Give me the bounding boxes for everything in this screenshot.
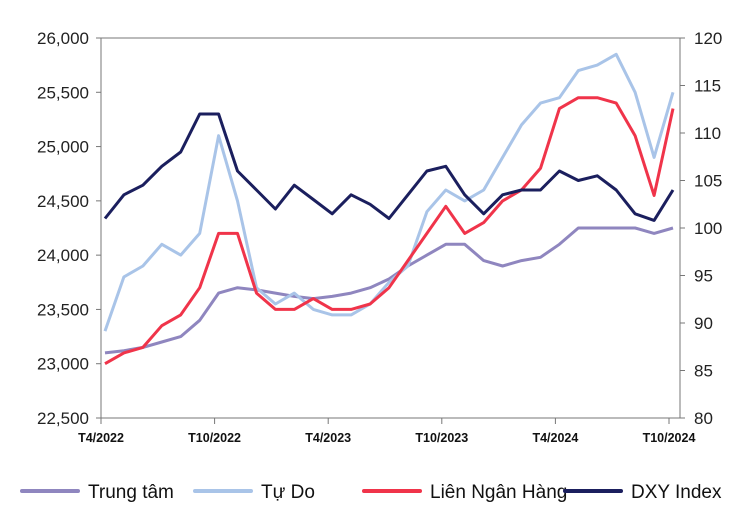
y-left-tick-label: 23,500 — [37, 300, 89, 319]
y-right-tick-label: 110 — [694, 124, 721, 143]
y-right-tick-label: 90 — [694, 314, 713, 333]
series-line-dxy-index — [103, 112, 675, 222]
y-right-tick-label: 95 — [694, 267, 713, 286]
series-line-liên-ngân-hàng — [104, 96, 675, 366]
y-left-tick-label: 24,500 — [37, 192, 89, 211]
y-right-tick-label: 100 — [694, 219, 722, 238]
x-tick-label: T10/2022 — [188, 431, 241, 445]
legend: Trung tâm Tự Do Liên Ngân Hàng DXY Index — [20, 482, 722, 503]
y-left-tick-label: 23,000 — [37, 355, 89, 374]
y-right-tick-label: 85 — [694, 362, 713, 381]
series-line-tự-do — [103, 52, 675, 332]
legend-label: Tự Do — [261, 482, 315, 503]
y-left-tick-label: 26,000 — [37, 29, 89, 48]
x-tick-label: T10/2024 — [643, 431, 696, 445]
y-right-tick-label: 80 — [694, 409, 713, 428]
y-left-tick-label: 24,000 — [37, 246, 89, 265]
x-tick-label: T4/2023 — [305, 431, 351, 445]
y-left-tick-label: 25,000 — [37, 138, 89, 157]
legend-label: DXY Index — [631, 482, 722, 503]
y-left-tick-label: 22,500 — [37, 409, 89, 428]
x-tick-label: T4/2024 — [532, 431, 578, 445]
y-right-tick-label: 120 — [694, 29, 722, 48]
legend-label: Trung tâm — [88, 482, 174, 503]
y-left-tick-label: 25,500 — [37, 83, 89, 102]
series-lines — [103, 52, 675, 366]
y-right-tick-label: 105 — [694, 172, 722, 191]
x-tick-label: T10/2023 — [415, 431, 468, 445]
y-right-tick-label: 115 — [694, 77, 721, 96]
legend-label: Liên Ngân Hàng — [430, 482, 567, 503]
x-tick-label: T4/2022 — [78, 431, 124, 445]
axes: 22,500 23,000 23,500 24,000 24,500 25,000 25,5… — [37, 29, 722, 445]
series-line-trung-tâm — [104, 226, 674, 355]
